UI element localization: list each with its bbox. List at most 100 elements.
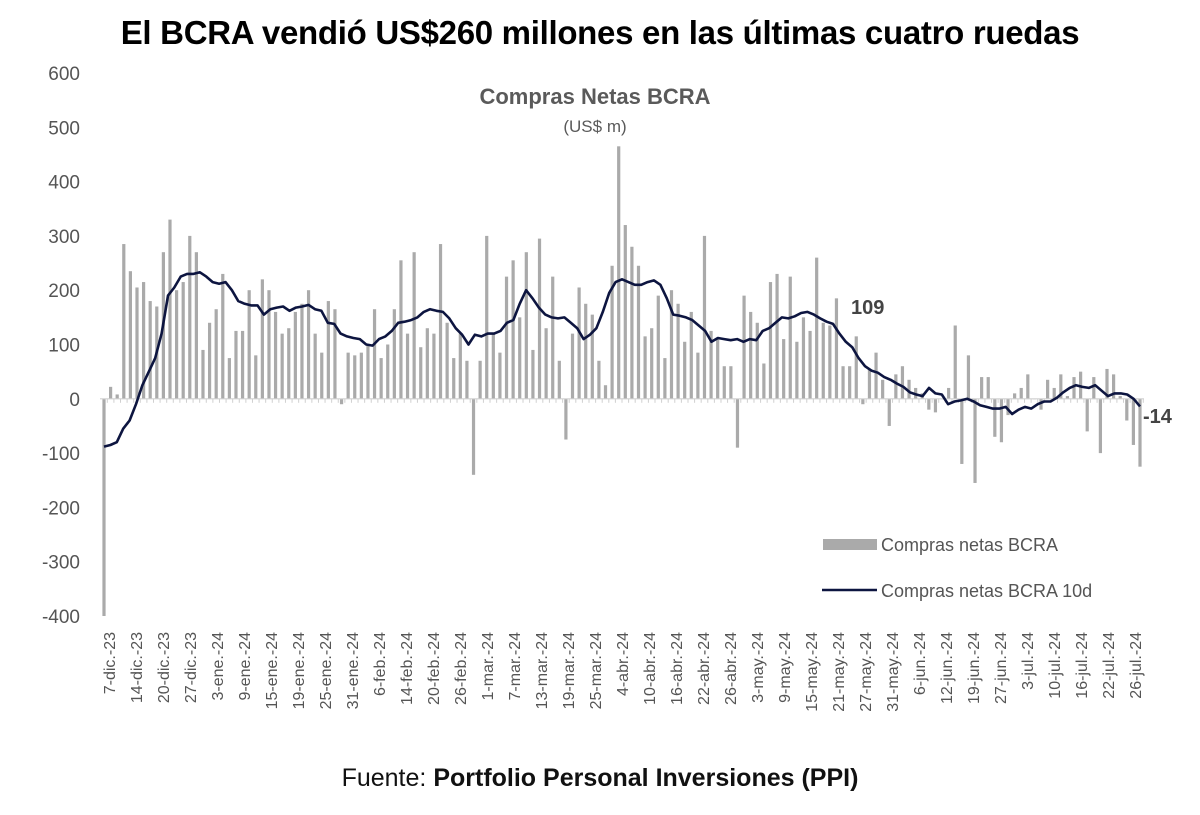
x-tick-label: 3-ene.-24 [210,632,227,701]
bar [108,386,113,399]
bar [782,339,786,399]
x-tick-label: 20-feb.-24 [426,632,443,705]
bar [755,322,759,399]
x-tick-label: 15-ene.-24 [264,632,281,709]
bar [485,235,489,399]
x-tick-label: 10-jul.-24 [1047,632,1064,699]
x-tick-label: 31-ene.-24 [345,632,362,709]
bar-series [102,146,1142,616]
bar [716,339,720,399]
bar [353,355,357,399]
x-tick-label: 26-abr.-24 [723,632,740,705]
x-tick-label: 1-mar.-24 [480,632,497,701]
bar [405,333,410,399]
x-tick-label: 3-jul.-24 [1020,632,1037,690]
bar [141,282,146,399]
bar [584,303,588,399]
y-tick-label: 100 [48,336,80,357]
y-tick-label: 200 [48,281,80,302]
bar [729,366,733,399]
bar [511,260,515,399]
bar [366,344,370,399]
bar [630,246,634,399]
bar [577,287,581,399]
bar [531,349,535,399]
x-tick-label: 16-jul.-24 [1074,632,1091,699]
bar [267,290,271,399]
bar [115,394,119,399]
bar [1125,398,1129,421]
line-series-10d [103,271,1141,448]
bar [881,379,885,399]
bar [128,271,132,399]
zero-axis [100,398,1144,403]
bar [933,398,938,413]
bar [254,355,258,399]
chart-subtitle: (US$ m) [563,117,626,136]
bar [973,398,977,483]
bar [900,366,905,399]
bar [854,336,858,399]
bar [392,309,396,399]
x-tick-label: 4-abr.-24 [615,632,632,696]
bar [999,398,1004,443]
bar [617,146,621,399]
bar [894,374,898,399]
bar [1065,396,1070,399]
bar [663,358,667,399]
bar [287,328,291,399]
bar [168,219,172,399]
bar [498,352,502,399]
annotation-neg14: -14 [1143,406,1173,428]
bar [372,309,377,399]
y-tick-label: -100 [42,444,80,465]
x-tick-label: 26-jul.-24 [1128,632,1145,699]
x-tick-label: 10-abr.-24 [642,632,659,705]
bar [359,352,363,399]
bar [788,276,792,399]
bar [590,314,594,399]
bar [676,303,680,399]
bar [227,358,231,399]
x-tick-label: 7-dic.-23 [102,632,119,694]
y-tick-label: -300 [42,553,80,574]
bar [313,333,317,399]
bar [346,352,350,399]
bar [524,252,528,399]
bar [1105,368,1109,399]
bar [966,355,971,399]
x-tick-label: 14-feb.-24 [399,632,416,705]
source-note: Fuente: Portfolio Personal Inversiones (… [0,764,1200,793]
x-tick-label: 20-dic.-23 [156,632,173,703]
bar [1059,374,1063,399]
x-tick-label: 9-may.-24 [777,632,794,703]
bar [452,358,456,399]
bar [491,333,495,399]
bar [815,257,819,399]
bar [260,279,264,399]
bar [1085,398,1089,432]
bar [768,282,773,399]
bar [986,377,990,399]
bar [432,333,436,399]
bar [874,352,878,399]
bar [1072,377,1076,399]
bar [1092,377,1096,399]
bar [841,366,845,399]
y-tick-label: 600 [48,64,80,85]
bar [993,398,997,437]
bar [749,311,753,399]
x-tick-label: 15-may.-24 [804,632,821,712]
bar [1019,387,1023,399]
x-tick-label: 9-ene.-24 [237,632,254,701]
y-tick-label: 300 [48,227,80,248]
bar [650,328,654,399]
bar [762,363,766,399]
bar [808,330,812,399]
bar [551,276,555,399]
x-tick-label: 19-ene.-24 [291,632,308,709]
bar [339,398,344,405]
bar [1118,396,1122,399]
x-tick-label: 25-ene.-24 [318,632,335,709]
